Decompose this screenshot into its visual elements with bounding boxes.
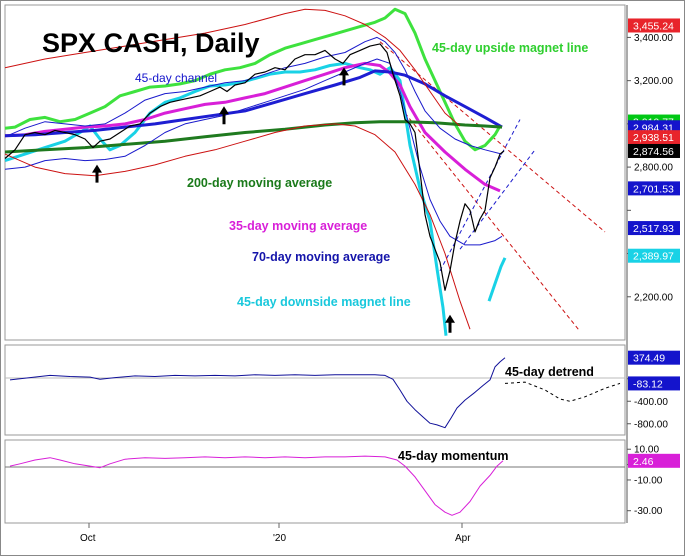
detrend-lines xyxy=(9,357,621,429)
detrend-series-1 xyxy=(504,381,621,402)
price-value-tag-7 xyxy=(628,248,680,263)
price-series-10 xyxy=(4,43,505,291)
x-label-apr: Apr xyxy=(455,533,471,544)
detrend-label: 45-day detrend xyxy=(505,365,594,379)
price-ticks: 2,200.00 2,800.00 3,200.00 3,400.003,455.24… xyxy=(627,18,680,303)
detrend-value-tag-1 xyxy=(628,376,680,391)
momentum-value-tag-text-0: 2.46 xyxy=(633,456,654,468)
detrend-value-tag-0 xyxy=(628,350,680,365)
price-tick-label-3: 2,800.00 xyxy=(634,163,673,174)
price-arrow-1 xyxy=(219,106,229,125)
detrend-panel: 45-day detrend xyxy=(4,344,626,436)
price-value-tag-3 xyxy=(628,130,680,145)
price-series-5 xyxy=(4,120,503,154)
price-series-7 xyxy=(4,58,503,246)
price-tick-label-0: 2,200.00 xyxy=(634,292,673,303)
momentum-ticks: 10.00 -10.00 -30.00 2.46 xyxy=(627,445,680,517)
price-trendline-2 xyxy=(439,119,521,272)
right-axis: 2,200.00 2,800.00 3,200.00 3,400.003,455.24… xyxy=(626,5,680,523)
chart-title: SPX CASH, Daily xyxy=(42,28,260,58)
price-value-tag-5 xyxy=(628,181,680,196)
annotation-35-day-ma: 35-day moving average xyxy=(229,219,367,233)
momentum-tick-label-3: -30.00 xyxy=(634,506,663,517)
detrend-panel-frame xyxy=(4,344,626,436)
price-value-tag-text-7: 2,389.97 xyxy=(633,251,674,263)
x-label-20: '20 xyxy=(273,533,286,544)
price-value-tag-4 xyxy=(628,143,680,158)
price-series-9 xyxy=(4,123,471,330)
price-lines xyxy=(4,7,606,336)
price-arrow-2 xyxy=(339,67,349,86)
price-value-tag-text-0: 3,455.24 xyxy=(633,20,674,32)
detrend-value-tag-text-1: -83.12 xyxy=(633,378,663,390)
price-panel: SPX CASH, Daily 45-day channel 45-day up… xyxy=(4,4,626,341)
price-series-4 xyxy=(4,69,503,138)
price-trendline-1 xyxy=(404,112,581,332)
detrend-tick-label-0: -800.00 xyxy=(634,419,668,430)
annotation-200-day-ma: 200-day moving average xyxy=(187,176,332,190)
price-series-2 xyxy=(487,257,507,302)
momentum-label: 45-day momentum xyxy=(398,449,508,463)
x-axis: Oct '20 Apr xyxy=(5,522,625,544)
price-arrow-0 xyxy=(92,164,102,183)
price-arrows xyxy=(92,67,455,333)
annotation-45-day-channel: 45-day channel xyxy=(135,71,217,85)
price-value-tag-0 xyxy=(628,18,680,33)
momentum-tick-label-0: 10.00 xyxy=(634,445,659,456)
price-value-tag-text-4: 2,874.56 xyxy=(633,146,674,158)
price-series-8 xyxy=(4,8,461,127)
detrend-tick-label-1: -400.00 xyxy=(634,397,668,408)
detrend-value-tag-text-0: 374.49 xyxy=(633,353,665,365)
price-value-tag-text-3: 2,938.51 xyxy=(633,132,674,144)
price-tick-label-5: 3,200.00 xyxy=(634,76,673,87)
annotation-70-day-ma: 70-day moving average xyxy=(252,250,390,264)
momentum-value-tag-0 xyxy=(628,453,680,468)
momentum-tick-label-2: -10.00 xyxy=(634,475,663,486)
price-arrow-3 xyxy=(445,314,455,333)
price-series-6 xyxy=(4,36,503,155)
price-panel-frame xyxy=(4,4,626,341)
price-value-tag-text-5: 2,701.53 xyxy=(633,183,674,195)
price-value-tag-text-6: 2,517.93 xyxy=(633,223,674,235)
annotation-downside-magnet: 45-day downside magnet line xyxy=(237,295,411,309)
price-value-tag-6 xyxy=(628,221,680,236)
price-tick-label-6: 3,400.00 xyxy=(634,33,673,44)
momentum-lines xyxy=(9,455,504,516)
price-series-3 xyxy=(4,61,501,193)
annotation-upside-magnet: 45-day upside magnet line xyxy=(432,41,588,55)
detrend-series-0 xyxy=(9,357,506,429)
detrend-ticks: -800.00 -400.00 374.49 -83.12 xyxy=(627,350,680,430)
momentum-panel: 45-day momentum xyxy=(4,439,626,524)
momentum-series-0 xyxy=(9,455,504,516)
x-label-oct: Oct xyxy=(80,533,96,544)
